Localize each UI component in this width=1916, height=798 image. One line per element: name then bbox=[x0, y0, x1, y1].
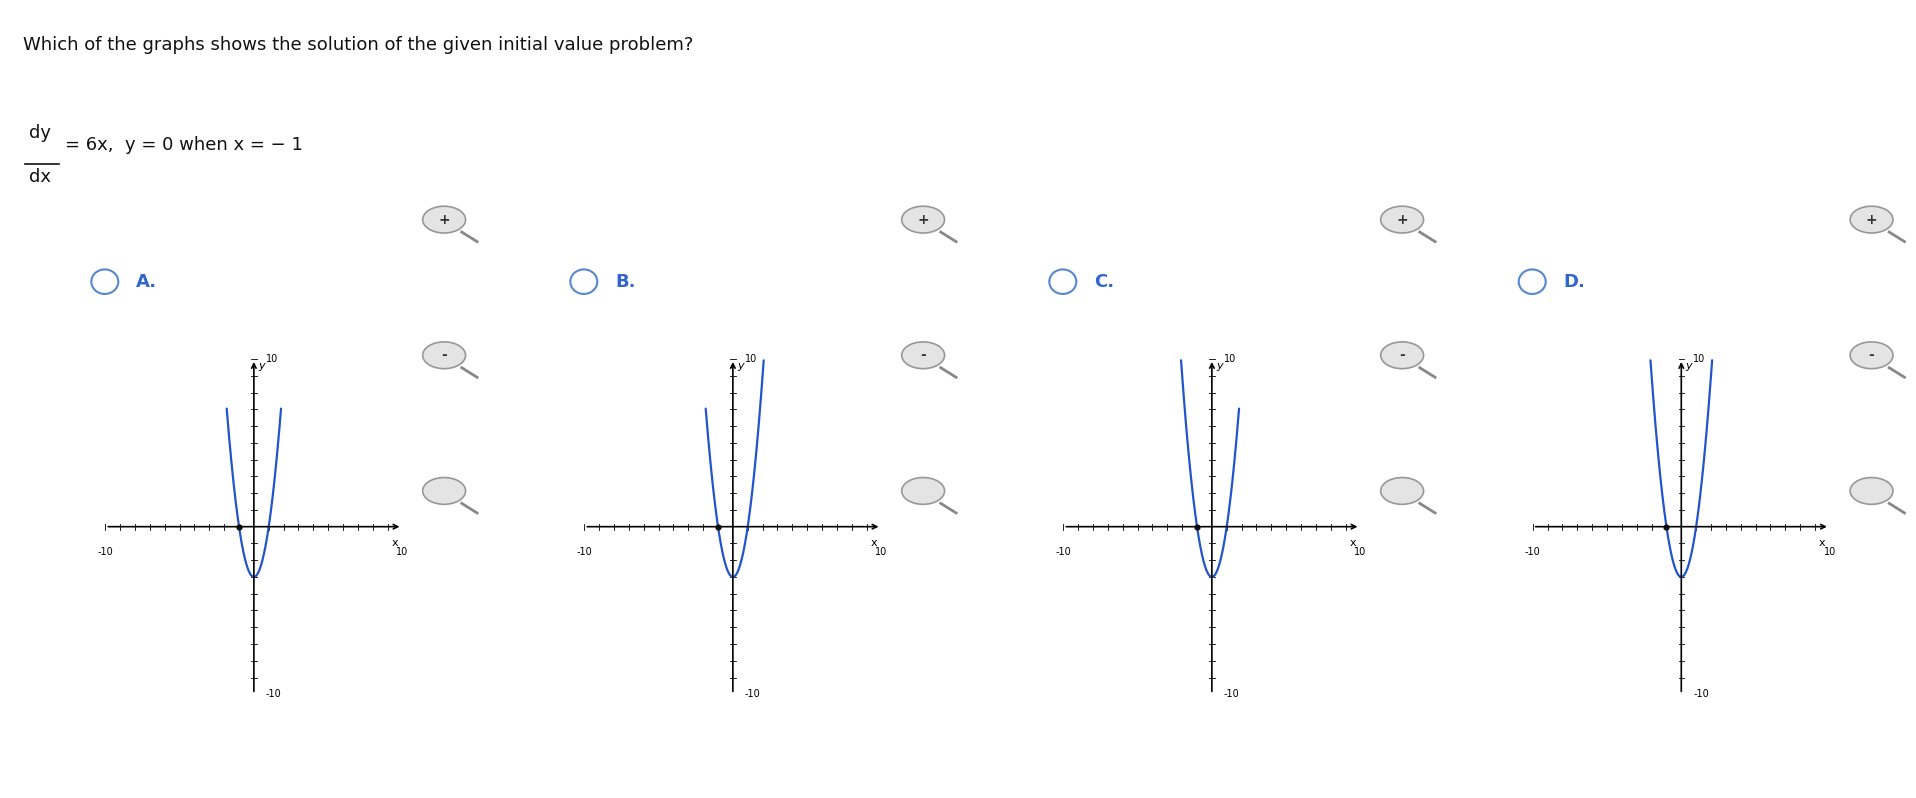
Circle shape bbox=[1851, 342, 1893, 369]
Text: B.: B. bbox=[615, 273, 636, 290]
Circle shape bbox=[902, 206, 945, 233]
Text: 10: 10 bbox=[397, 547, 408, 557]
Text: +: + bbox=[439, 212, 450, 227]
Text: -10: -10 bbox=[1224, 689, 1240, 699]
Text: 10: 10 bbox=[876, 547, 887, 557]
Text: -10: -10 bbox=[1525, 547, 1540, 557]
Circle shape bbox=[1851, 206, 1893, 233]
Text: -10: -10 bbox=[98, 547, 113, 557]
Text: = 6x,  y = 0 when x = − 1: = 6x, y = 0 when x = − 1 bbox=[65, 136, 303, 154]
Text: 10: 10 bbox=[745, 354, 757, 364]
Text: y: y bbox=[1217, 361, 1222, 371]
Text: -: - bbox=[1868, 348, 1874, 362]
Circle shape bbox=[1851, 477, 1893, 504]
Text: Which of the graphs shows the solution of the given initial value problem?: Which of the graphs shows the solution o… bbox=[23, 36, 694, 54]
Text: -: - bbox=[441, 348, 446, 362]
Text: 10: 10 bbox=[1224, 354, 1236, 364]
Text: -: - bbox=[1399, 348, 1404, 362]
Circle shape bbox=[423, 342, 466, 369]
Text: +: + bbox=[1397, 212, 1408, 227]
Text: 10: 10 bbox=[1694, 354, 1705, 364]
Text: dx: dx bbox=[29, 168, 50, 186]
Text: -10: -10 bbox=[1056, 547, 1071, 557]
Text: x: x bbox=[391, 539, 399, 548]
Text: -10: -10 bbox=[1694, 689, 1709, 699]
Text: y: y bbox=[259, 361, 264, 371]
Text: 10: 10 bbox=[1355, 547, 1366, 557]
Text: -10: -10 bbox=[266, 689, 282, 699]
Text: x: x bbox=[870, 539, 878, 548]
Circle shape bbox=[1381, 477, 1424, 504]
Text: +: + bbox=[1866, 212, 1878, 227]
Text: +: + bbox=[918, 212, 929, 227]
Text: y: y bbox=[738, 361, 743, 371]
Text: D.: D. bbox=[1563, 273, 1585, 290]
Circle shape bbox=[902, 342, 945, 369]
Circle shape bbox=[1381, 342, 1424, 369]
Text: -: - bbox=[920, 348, 925, 362]
Text: 10: 10 bbox=[1824, 547, 1836, 557]
Text: x: x bbox=[1818, 539, 1826, 548]
Circle shape bbox=[423, 206, 466, 233]
Text: y: y bbox=[1686, 361, 1692, 371]
Text: -10: -10 bbox=[577, 547, 592, 557]
Circle shape bbox=[902, 477, 945, 504]
Text: A.: A. bbox=[136, 273, 157, 290]
Text: -10: -10 bbox=[745, 689, 761, 699]
Text: 10: 10 bbox=[266, 354, 278, 364]
Circle shape bbox=[1381, 206, 1424, 233]
Text: dy: dy bbox=[29, 124, 50, 142]
Text: x: x bbox=[1349, 539, 1357, 548]
Text: C.: C. bbox=[1094, 273, 1115, 290]
Circle shape bbox=[423, 477, 466, 504]
